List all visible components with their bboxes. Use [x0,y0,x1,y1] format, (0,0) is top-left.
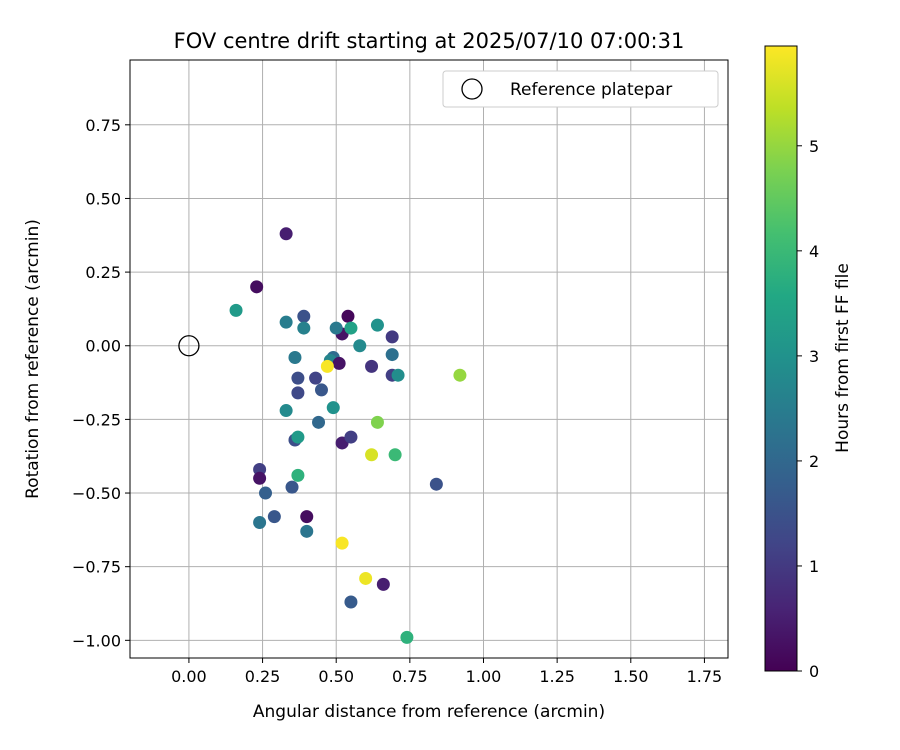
scatter-point [279,315,293,329]
scatter-point [259,486,273,500]
grid-lines [130,60,728,658]
scatter-point [359,571,373,585]
scatter-point [314,383,328,397]
scatter-point [300,524,314,538]
scatter-point [300,510,314,524]
scatter-point [453,368,467,382]
x-axis-ticks: 0.00 0.25 0.50 0.75 1.00 1.25 1.50 1.75 [171,658,722,686]
scatter-point [429,477,443,491]
scatter-point [288,351,302,365]
colorbar-label: Hours from first FF file [833,263,853,453]
x-tick-label: 1.50 [613,667,649,686]
colorbar-ticks: 0 1 2 3 4 5 [797,137,819,681]
y-tick-label: −0.75 [72,558,121,577]
scatter-point [279,404,293,418]
colorbar-tick-label: 4 [809,242,819,261]
x-tick-label: 1.00 [466,667,502,686]
y-tick-label: 0.25 [85,263,121,282]
x-tick-label: 1.75 [687,667,723,686]
colorbar-gradient [764,45,798,672]
scatter-points [229,227,467,644]
y-tick-label: 0.00 [85,337,121,356]
y-tick-label: 0.75 [85,116,121,135]
legend-box [442,70,719,108]
scatter-point [291,468,305,482]
scatter-point [365,359,379,373]
y-tick-label: −0.25 [72,410,121,429]
scatter-point [385,348,399,362]
scatter-point [253,471,267,485]
colorbar-tick-label: 3 [809,347,819,366]
scatter-point [250,280,264,294]
scatter-point [297,309,311,323]
y-tick-label: −1.00 [72,631,121,650]
x-tick-label: 0.25 [245,667,281,686]
x-tick-label: 0.00 [171,667,207,686]
colorbar-tick-label: 1 [809,557,819,576]
scatter-point [344,321,358,335]
y-axis-label: Rotation from reference (arcmin) [23,219,43,499]
scatter-point [344,595,358,609]
scatter-point [376,577,390,591]
scatter-point [385,330,399,344]
chart-title: FOV centre drift starting at 2025/07/10 … [174,29,685,53]
scatter-point [309,371,323,385]
scatter-point [370,415,384,429]
scatter-point [335,536,349,550]
legend-entry-reference: Reference platepar [510,80,672,100]
scatter-point [297,321,311,335]
scatter-point [253,515,267,529]
scatter-point [329,321,343,335]
scatter-point [400,630,414,644]
plot-frame [129,59,729,659]
colorbar-tick-label: 5 [809,137,819,156]
colorbar-tick-label: 0 [809,662,819,681]
scatter-point [291,371,305,385]
y-axis-ticks: −1.00 −0.75 −0.50 −0.25 0.00 0.25 0.50 0.75 [72,116,130,650]
scatter-point [229,303,243,317]
legend-reference-icon [461,78,483,100]
scatter-point [291,386,305,400]
colorbar: 0 1 2 3 4 5 Hours from first FF file [764,45,853,681]
x-tick-label: 0.75 [392,667,428,686]
colorbar-tick-label: 2 [809,452,819,471]
y-tick-label: 0.50 [85,189,121,208]
x-axis-label: Angular distance from reference (arcmin) [253,702,605,722]
scatter-point [370,318,384,332]
scatter-point [312,415,326,429]
scatter-point [353,339,367,353]
scatter-point [391,368,405,382]
scatter-point [341,309,355,323]
scatter-point [267,510,281,524]
legend: Reference platepar [442,70,719,108]
scatter-point [291,430,305,444]
scatter-point [388,448,402,462]
scatter-point [320,359,334,373]
scatter-point [285,480,299,494]
x-tick-label: 1.25 [539,667,575,686]
scatter-point [365,448,379,462]
y-tick-label: −0.50 [72,484,121,503]
scatter-point [332,356,346,370]
x-tick-label: 0.50 [318,667,354,686]
scatter-point [279,227,293,241]
reference-platepar-marker [178,335,200,357]
scatter-point [326,401,340,415]
scatter-point [344,430,358,444]
